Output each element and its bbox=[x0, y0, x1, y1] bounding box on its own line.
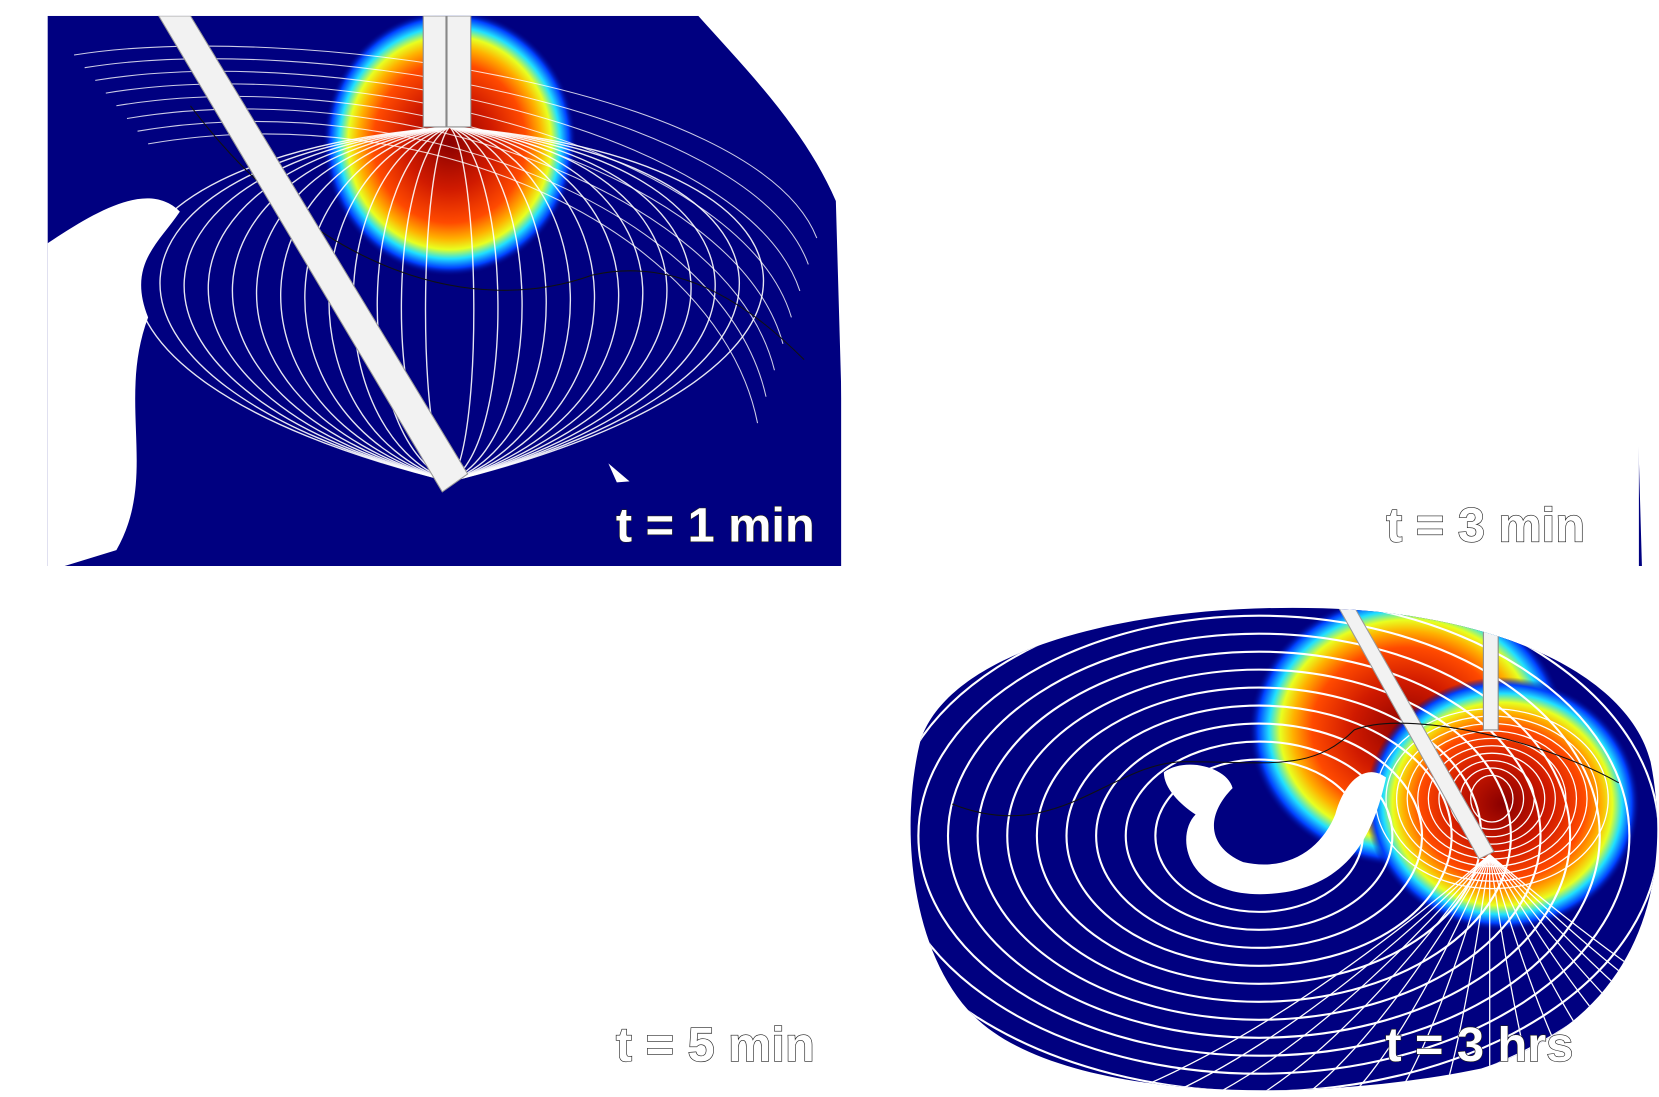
streamline bbox=[901, 84, 1587, 317]
streamline bbox=[426, 677, 450, 1031]
streamline bbox=[184, 677, 450, 1031]
streamline bbox=[127, 659, 775, 920]
streamline bbox=[1245, 127, 1269, 481]
streamline bbox=[450, 677, 595, 1031]
cavity bbox=[48, 749, 180, 1097]
streamline bbox=[208, 677, 449, 1031]
streamline bbox=[1245, 127, 1438, 481]
streamline bbox=[116, 647, 783, 894]
streamline bbox=[956, 127, 1246, 481]
streamline bbox=[923, 109, 1571, 370]
tissue bbox=[843, 16, 1642, 571]
streamline bbox=[401, 677, 449, 1031]
probe bbox=[1483, 592, 1498, 730]
time-label: t = 1 min bbox=[616, 499, 815, 553]
streamline bbox=[450, 677, 571, 1031]
streamline bbox=[1245, 127, 1559, 481]
streamline bbox=[1149, 127, 1246, 481]
streamline bbox=[980, 127, 1246, 481]
boundary bbox=[190, 656, 804, 910]
streamline bbox=[106, 634, 792, 867]
streamline bbox=[377, 677, 449, 1031]
cavity bbox=[843, 198, 975, 571]
streamline bbox=[1125, 127, 1246, 481]
streamline bbox=[1245, 127, 1317, 481]
streamline bbox=[281, 677, 450, 1031]
needle bbox=[954, 16, 1263, 492]
time-label: t = 3 hrs bbox=[1385, 1018, 1573, 1072]
time-label: t = 3 min bbox=[1386, 499, 1585, 553]
streamline bbox=[1173, 127, 1245, 481]
streamline bbox=[257, 677, 450, 1031]
simulation-panel bbox=[796, 0, 1642, 571]
streamline bbox=[1052, 127, 1245, 481]
streamline bbox=[450, 677, 619, 1031]
streamline bbox=[148, 684, 757, 973]
streamline bbox=[232, 677, 449, 1031]
streamline bbox=[1245, 127, 1535, 481]
simulation-panel bbox=[0, 0, 846, 571]
heat-region bbox=[217, 502, 672, 980]
streamline bbox=[450, 677, 522, 1031]
streamline bbox=[1076, 127, 1245, 481]
streamline bbox=[450, 677, 716, 1031]
streamline bbox=[1197, 127, 1245, 481]
streamline bbox=[1100, 127, 1245, 481]
streamline bbox=[1245, 127, 1511, 481]
streamline bbox=[891, 71, 1596, 291]
needle bbox=[159, 566, 468, 1042]
streamline bbox=[1028, 127, 1245, 481]
streamline bbox=[931, 127, 1245, 481]
streamline bbox=[136, 677, 450, 1031]
streamline bbox=[1245, 127, 1486, 481]
streamline bbox=[450, 677, 498, 1031]
streamline bbox=[95, 621, 800, 841]
streamline bbox=[912, 96, 1579, 343]
boundary bbox=[986, 106, 1600, 360]
streamline bbox=[450, 677, 643, 1031]
streamline bbox=[1245, 127, 1293, 481]
streamline bbox=[160, 677, 450, 1031]
streamline bbox=[933, 122, 1561, 397]
probe bbox=[1219, 16, 1267, 127]
page: t = 1 min t = 3 min t = 5 min t = 3 hrs … bbox=[0, 0, 1659, 1097]
streamline bbox=[870, 46, 1613, 238]
streamline bbox=[1245, 127, 1390, 481]
streamline bbox=[450, 677, 667, 1031]
marker bbox=[1404, 463, 1425, 482]
streamline bbox=[944, 134, 1553, 423]
background bbox=[0, 550, 804, 1097]
streamline bbox=[329, 677, 450, 1031]
heat-region bbox=[1028, 0, 1462, 386]
figure: t = 1 min t = 3 min t = 5 min t = 3 hrs bbox=[0, 0, 1659, 1097]
streamline bbox=[1221, 127, 1245, 481]
streamline bbox=[450, 677, 547, 1031]
streamline bbox=[450, 677, 740, 1031]
streamline bbox=[85, 609, 809, 815]
simulation-panel bbox=[0, 502, 846, 1097]
streamline bbox=[138, 672, 766, 947]
streamline bbox=[74, 596, 817, 788]
streamline bbox=[880, 59, 1604, 265]
streamline bbox=[1245, 127, 1462, 481]
streamline bbox=[1245, 127, 1342, 481]
background bbox=[796, 0, 1600, 561]
streamline bbox=[353, 677, 450, 1031]
simulation-panel bbox=[830, 562, 1659, 1097]
streamline bbox=[1245, 127, 1366, 481]
probe bbox=[423, 566, 471, 677]
time-label: t = 5 min bbox=[616, 1018, 815, 1072]
streamline bbox=[450, 677, 474, 1031]
streamline bbox=[450, 677, 691, 1031]
streamline bbox=[305, 677, 450, 1031]
streamline bbox=[1004, 127, 1245, 481]
streamline bbox=[1245, 127, 1414, 481]
streamline bbox=[450, 677, 764, 1031]
